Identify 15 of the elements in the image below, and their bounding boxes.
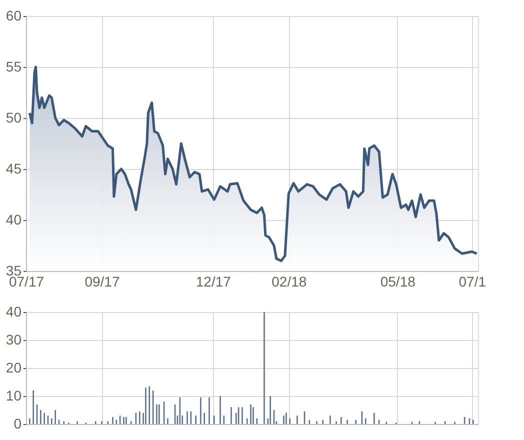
y-tick-label: 40 xyxy=(6,304,22,320)
y-tick-label: 20 xyxy=(6,360,22,376)
y-tick-label: 0 xyxy=(14,416,22,432)
y-tick-label: 55 xyxy=(6,58,22,74)
y-tick-label: 30 xyxy=(6,332,22,348)
x-tick-label: 07/1 xyxy=(458,274,486,290)
y-tick-label: 60 xyxy=(6,8,22,24)
x-tick-label: 09/17 xyxy=(84,274,120,290)
x-tick-label: 12/17 xyxy=(196,274,232,290)
y-tick-label: 50 xyxy=(6,110,22,126)
x-tick-label: 02/18 xyxy=(272,274,307,290)
y-tick-label: 40 xyxy=(6,212,22,228)
y-tick-label: 45 xyxy=(6,160,22,176)
y-tick-label: 10 xyxy=(6,388,22,404)
x-tick-label: 05/18 xyxy=(380,274,416,290)
